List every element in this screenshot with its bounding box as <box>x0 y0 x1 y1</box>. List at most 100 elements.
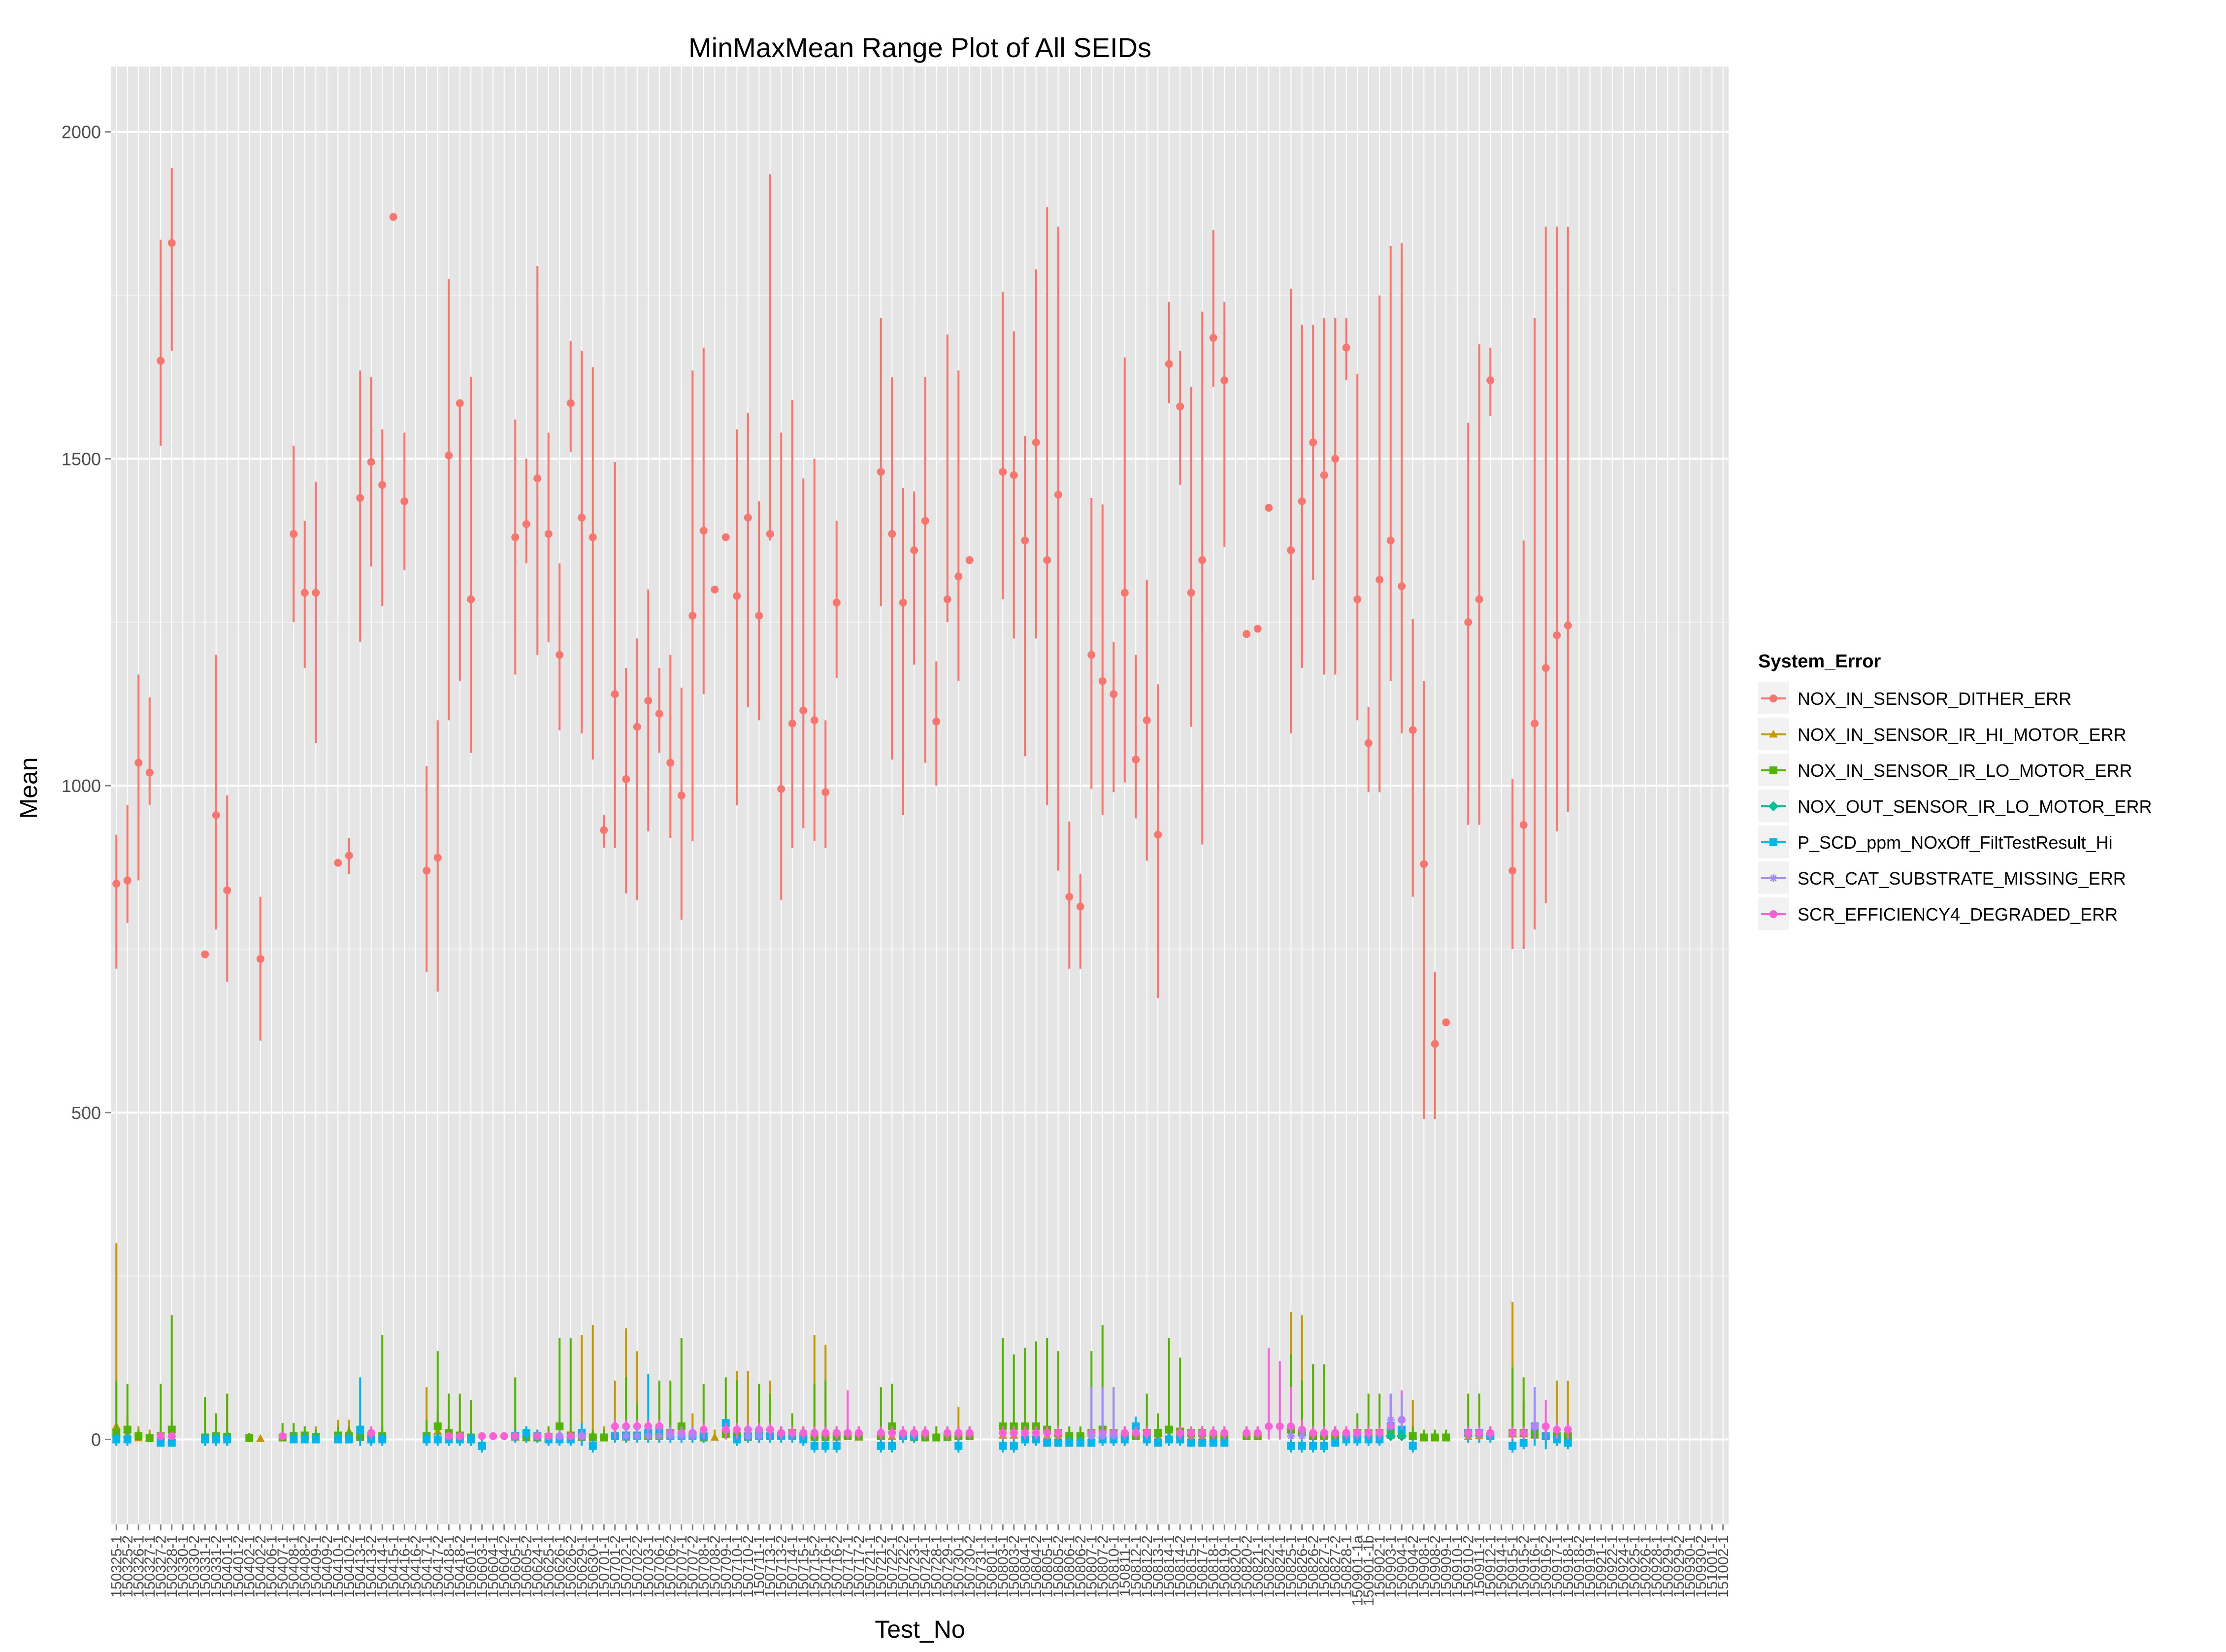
mean-point <box>810 716 818 725</box>
x-tick-label: 150812-1 <box>1128 1535 1144 1598</box>
mean-point <box>899 598 907 607</box>
mean-point <box>1342 343 1350 352</box>
y-axis-title: Mean <box>15 757 42 819</box>
x-tick-label: 150827-1 <box>1316 1535 1333 1598</box>
mean-point <box>544 1432 553 1440</box>
mean-point <box>688 1432 697 1440</box>
mean-point <box>600 1433 608 1442</box>
x-tick-label: 150702-1 <box>618 1535 634 1598</box>
x-tick-label: 150708-2 <box>707 1535 723 1598</box>
y-tick-label: 0 <box>91 1429 101 1450</box>
mean-point <box>1176 1429 1184 1437</box>
mean-point <box>167 1432 176 1440</box>
y-axis: 0 500 1000 1500 2000 <box>62 122 111 1450</box>
mean-point <box>1769 838 1777 846</box>
x-tick-label: 150417-1 <box>419 1535 435 1598</box>
mean-point <box>1309 1429 1317 1437</box>
x-tick-label: 150326-1 <box>131 1535 147 1598</box>
mean-point <box>1769 766 1777 774</box>
mean-point <box>1198 556 1207 564</box>
legend-label: NOX_OUT_SENSOR_IR_LO_MOTOR_ERR <box>1798 796 2152 817</box>
mean-point <box>1508 1442 1517 1450</box>
x-tick-label: 150928-1 <box>1649 1535 1665 1598</box>
x-tick-label: 150807-1 <box>1083 1535 1100 1598</box>
mean-point <box>1098 1432 1107 1440</box>
mean-point <box>478 1442 486 1450</box>
x-tick-label: 150710-1 <box>729 1535 745 1598</box>
x-tick-label: 150827-2 <box>1327 1535 1343 1598</box>
mean-point <box>832 598 841 607</box>
mean-point <box>1531 1422 1539 1430</box>
mean-point <box>854 1429 863 1437</box>
mean-point <box>433 1422 442 1430</box>
x-tick-label: 150910-2 <box>1460 1535 1476 1598</box>
mean-point <box>1087 1439 1096 1447</box>
mean-point <box>965 1429 974 1437</box>
x-tick-label: 150406-1 <box>263 1535 280 1598</box>
x-tick-label: 150717-1 <box>840 1535 856 1598</box>
mean-point <box>921 517 929 525</box>
mean-point <box>1043 556 1051 564</box>
mean-point <box>1464 1429 1473 1437</box>
mean-point <box>943 1429 951 1437</box>
mean-point <box>1087 1432 1096 1440</box>
x-tick-label: 150714-1 <box>785 1535 801 1598</box>
mean-point <box>810 1442 818 1450</box>
mean-point <box>1043 1429 1051 1437</box>
mean-point <box>1375 575 1384 584</box>
mean-point <box>533 474 542 483</box>
x-tick-label: 150401-1 <box>219 1535 235 1598</box>
x-tick-label: 150821-1 <box>1250 1535 1266 1598</box>
x-tick-label: 150818-1 <box>1206 1535 1222 1598</box>
x-tick-label: 150330-1 <box>175 1535 191 1598</box>
mean-point <box>1564 621 1572 629</box>
x-tick-label: 150929-1 <box>1660 1535 1676 1598</box>
mean-point <box>223 886 231 894</box>
mean-point-stroke <box>622 1433 629 1440</box>
mean-point <box>832 1429 841 1437</box>
mean-point <box>356 494 364 502</box>
mean-point <box>157 1432 165 1440</box>
x-tick-label: 150926-1 <box>1637 1535 1654 1598</box>
mean-point <box>1320 471 1328 479</box>
x-tick-label: 150418-2 <box>452 1535 468 1598</box>
x-axis: 150325-1150325-2150326-1150327-1150327-2… <box>108 1524 1732 1606</box>
x-tick-label: 150916-2 <box>1538 1535 1554 1598</box>
mean-point <box>832 1442 841 1450</box>
mean-point <box>1408 1432 1417 1440</box>
legend-label: NOX_IN_SENSOR_IR_HI_MOTOR_ERR <box>1798 725 2127 745</box>
legend-item: SCR_EFFICIENCY4_DEGRADED_ERR <box>1758 897 2118 930</box>
x-tick-label: 150730-2 <box>962 1535 978 1598</box>
x-tick-label: 150815-1 <box>1183 1535 1200 1598</box>
mean-point-stroke <box>689 1433 696 1440</box>
mean-point <box>1098 677 1107 685</box>
mean-point <box>932 1433 941 1442</box>
mean-point <box>999 1442 1007 1450</box>
mean-point <box>1132 1429 1140 1437</box>
mean-point <box>212 811 220 819</box>
mean-point <box>467 595 475 603</box>
mean-point <box>445 451 453 460</box>
mean-point <box>300 1435 309 1444</box>
x-tick-label: 150416-1 <box>396 1535 413 1598</box>
mean-point <box>212 1435 220 1444</box>
x-tick-label: 150418-1 <box>441 1535 457 1598</box>
mean-point <box>511 1432 520 1440</box>
x-tick-label: 151001-1 <box>1704 1535 1720 1598</box>
mean-point <box>733 1425 741 1434</box>
x-tick-label: 150723-1 <box>906 1535 922 1598</box>
y-tick-label: 1500 <box>62 449 101 469</box>
mean-point <box>334 1435 342 1444</box>
mean-point <box>1769 874 1777 882</box>
mean-point <box>1309 1442 1317 1450</box>
mean-point <box>766 1425 774 1434</box>
mean-point <box>256 1434 265 1442</box>
x-tick-label: 150917-1 <box>1549 1535 1565 1598</box>
mean-point <box>223 1435 231 1444</box>
mean-point <box>423 1435 431 1444</box>
legend-item: NOX_IN_SENSOR_IR_HI_MOTOR_ERR <box>1758 718 2127 750</box>
x-tick-label: 150915-2 <box>1516 1535 1532 1598</box>
mean-point <box>378 1435 387 1444</box>
x-tick-label: 150819-1 <box>1216 1535 1233 1598</box>
mean-point <box>1010 471 1018 479</box>
